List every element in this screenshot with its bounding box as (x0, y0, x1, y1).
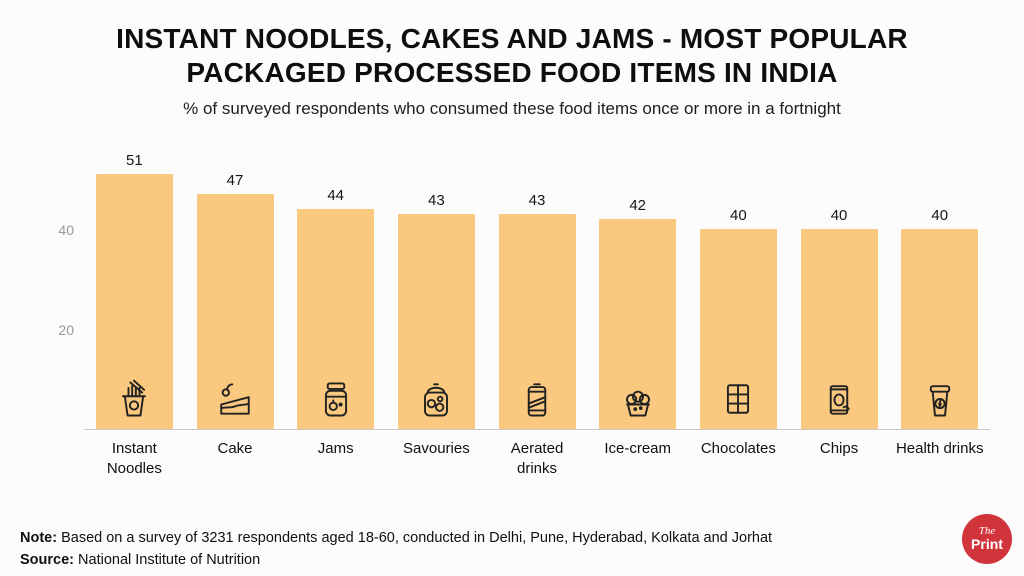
title-line-2: PACKAGED PROCESSED FOOD ITEMS IN INDIA (186, 57, 838, 89)
bar-column-chips: 40 (789, 207, 890, 430)
category-label-savouries: Savouries (403, 440, 470, 458)
bar-value-label: 40 (931, 207, 949, 225)
chips-bag-icon (817, 377, 861, 421)
category-label-chocolates: Chocolates (700, 440, 776, 458)
footer: Note: Based on a survey of 3231 responde… (20, 524, 772, 568)
category-label-health-drinks: Health drinks (895, 440, 984, 458)
category-label-instant-noodles: Instant Noodles (106, 440, 162, 477)
savouries-jar-icon (414, 377, 458, 421)
chart-header: INSTANT NOODLES, CAKES AND JAMS - MOST P… (0, 0, 1024, 119)
bar-chart: 51 47 44 43 43 42 40 40 40 20 40 Instant Noodles C… (34, 149, 990, 478)
cake-icon (213, 377, 257, 421)
theprint-logo: The Print (962, 514, 1012, 564)
bar-column-cake: 47 (185, 172, 286, 430)
bar-column-chocolates: 40 (688, 207, 789, 430)
bar-value-label: 43 (528, 192, 546, 210)
soda-can-icon (515, 377, 559, 421)
bar-value-label: 40 (730, 207, 747, 225)
bar-value-label: 43 (428, 192, 445, 210)
plot-area: 51 47 44 43 43 42 40 40 40 20 40 (58, 149, 990, 431)
jam-jar-icon (314, 377, 358, 421)
bar-savouries (397, 214, 475, 430)
note-label: Note: (20, 530, 58, 546)
ice-cream-icon (616, 377, 660, 421)
source-line: Source: National Institute of Nutrition (20, 552, 772, 568)
bar-value-label: 51 (125, 152, 143, 170)
title-line-1: INSTANT NOODLES, CAKES AND JAMS - MOST P… (116, 23, 908, 54)
health-drink-icon (918, 377, 962, 421)
category-label-ice-cream: Ice-cream (604, 440, 672, 458)
bar-chips (800, 229, 878, 430)
logo-line-2: Print (971, 535, 1003, 552)
category-label-jams: Jams (317, 440, 354, 458)
source-text: National Institute of Nutrition (78, 552, 261, 568)
bar-column-instant-noodles: 51 (84, 152, 185, 430)
bar-health-drinks (901, 229, 979, 430)
bar-cake (196, 194, 274, 430)
category-label-chips: Chips (819, 440, 859, 458)
page-title: INSTANT NOODLES, CAKES AND JAMS - MOST P… (0, 22, 1024, 90)
bar-aerated-drinks (498, 214, 576, 430)
bar-jams (297, 209, 375, 430)
note-line: Note: Based on a survey of 3231 responde… (20, 530, 772, 546)
source-label: Source: (20, 552, 74, 568)
bar-column-ice-cream: 42 (587, 197, 688, 430)
bar-instant-noodles (95, 174, 173, 430)
chart-subtitle: % of surveyed respondents who consumed t… (183, 99, 841, 119)
bar-ice-cream (599, 219, 677, 430)
y-axis-tick-40: 40 (58, 222, 74, 239)
bar-value-label: 42 (629, 197, 647, 215)
y-axis-tick-20: 20 (58, 322, 74, 339)
note-text: Based on a survey of 3231 respondents ag… (61, 530, 773, 546)
bar-column-savouries: 43 (386, 192, 487, 430)
instant-noodles-icon (112, 377, 156, 421)
bar-chocolates (699, 229, 777, 430)
bar-value-label: 47 (226, 172, 244, 190)
bar-column-jams: 44 (285, 187, 386, 430)
category-label-cake: Cake (217, 440, 253, 458)
bar-column-aerated-drinks: 43 (487, 192, 588, 430)
logo-line-1: The (978, 524, 996, 537)
category-label-aerated-drinks: Aerated drinks (510, 440, 564, 477)
x-axis-labels: Instant Noodles Cake Jams Savouries Aerated … (84, 439, 990, 478)
bar-value-label: 44 (327, 187, 345, 205)
chocolate-bar-icon (716, 377, 760, 421)
bar-value-label: 40 (830, 207, 848, 225)
bars-row: 51 47 44 43 43 42 40 40 40 (84, 149, 990, 430)
bar-column-health-drinks: 40 (889, 207, 990, 430)
